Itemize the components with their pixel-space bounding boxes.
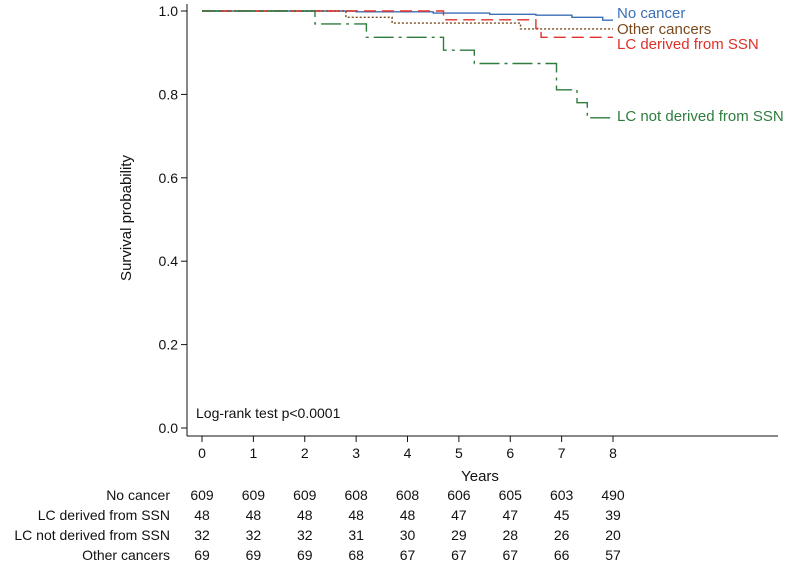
y-tick-label: 0.0	[159, 420, 179, 436]
risk-cell: 39	[605, 507, 621, 523]
x-tick-label: 4	[404, 445, 412, 461]
curve-lc-not-derived-from-ssn	[202, 10, 613, 119]
risk-cell: 67	[451, 547, 467, 563]
risk-cell: 66	[554, 547, 570, 563]
y-axis-label: Survival probability	[118, 155, 135, 281]
risk-cell: 32	[297, 527, 313, 543]
risk-row-label: No cancer	[106, 487, 170, 503]
risk-cell: 26	[554, 527, 570, 543]
risk-cell: 31	[348, 527, 364, 543]
curve-lc-derived-from-ssn	[202, 10, 613, 38]
risk-cell: 606	[447, 487, 471, 503]
risk-cell: 605	[499, 487, 523, 503]
risk-table: No cancer 609 609 609 608 608 606 605 603 490 LC d…	[14, 487, 625, 563]
risk-cell: 67	[400, 547, 416, 563]
x-tick-label: 8	[609, 445, 617, 461]
x-tick-label: 0	[198, 445, 206, 461]
y-tick-label: 0.4	[159, 253, 179, 269]
risk-cell: 608	[396, 487, 420, 503]
risk-cell: 609	[242, 487, 266, 503]
risk-cell: 47	[502, 507, 518, 523]
curve-label: Other cancers	[617, 21, 711, 38]
risk-cell: 68	[348, 547, 364, 563]
x-tick-label: 3	[352, 445, 360, 461]
risk-cell: 28	[502, 527, 518, 543]
y-tick-label: 0.2	[159, 337, 179, 353]
survival-curves	[202, 10, 613, 119]
risk-cell: 20	[605, 527, 621, 543]
risk-row-label: LC derived from SSN	[38, 507, 170, 523]
risk-cell: 48	[194, 507, 210, 523]
risk-cell: 47	[451, 507, 467, 523]
log-rank-annotation: Log-rank test p<0.0001	[196, 405, 341, 421]
x-tick-label: 5	[455, 445, 463, 461]
curve-other-cancers	[202, 10, 613, 30]
x-tick-label: 1	[249, 445, 257, 461]
risk-cell: 48	[400, 507, 416, 523]
risk-row-label: Other cancers	[82, 547, 170, 563]
risk-cell: 32	[194, 527, 210, 543]
risk-cell: 490	[601, 487, 625, 503]
risk-cell: 48	[297, 507, 313, 523]
risk-row-label: LC not derived from SSN	[14, 527, 170, 543]
risk-cell: 29	[451, 527, 467, 543]
risk-cell: 69	[297, 547, 313, 563]
risk-cell: 57	[605, 547, 621, 563]
y-tick-label: 0.6	[159, 170, 179, 186]
axes: 0 1 2 3 4 5 6 7 8 0.0 0.2 0.4 0.6 0.8 1.0	[159, 3, 778, 461]
risk-cell: 48	[348, 507, 364, 523]
risk-cell: 603	[550, 487, 574, 503]
curve-label: LC derived from SSN	[617, 36, 759, 53]
curve-label: No cancer	[617, 5, 685, 22]
risk-cell: 608	[344, 487, 368, 503]
risk-cell: 609	[293, 487, 317, 503]
risk-cell: 48	[246, 507, 262, 523]
curve-no-cancer	[202, 10, 613, 21]
x-tick-label: 2	[301, 445, 309, 461]
y-tick-label: 1.0	[159, 3, 179, 19]
risk-cell: 45	[554, 507, 570, 523]
curve-label: LC not derived from SSN	[617, 108, 784, 125]
risk-cell: 67	[502, 547, 518, 563]
risk-cell: 30	[400, 527, 416, 543]
risk-cell: 609	[190, 487, 214, 503]
x-tick-label: 6	[506, 445, 514, 461]
x-axis-label: Years	[461, 468, 499, 485]
x-tick-label: 7	[558, 445, 566, 461]
risk-cell: 69	[246, 547, 262, 563]
risk-cell: 69	[194, 547, 210, 563]
risk-cell: 32	[246, 527, 262, 543]
y-tick-label: 0.8	[159, 86, 179, 102]
